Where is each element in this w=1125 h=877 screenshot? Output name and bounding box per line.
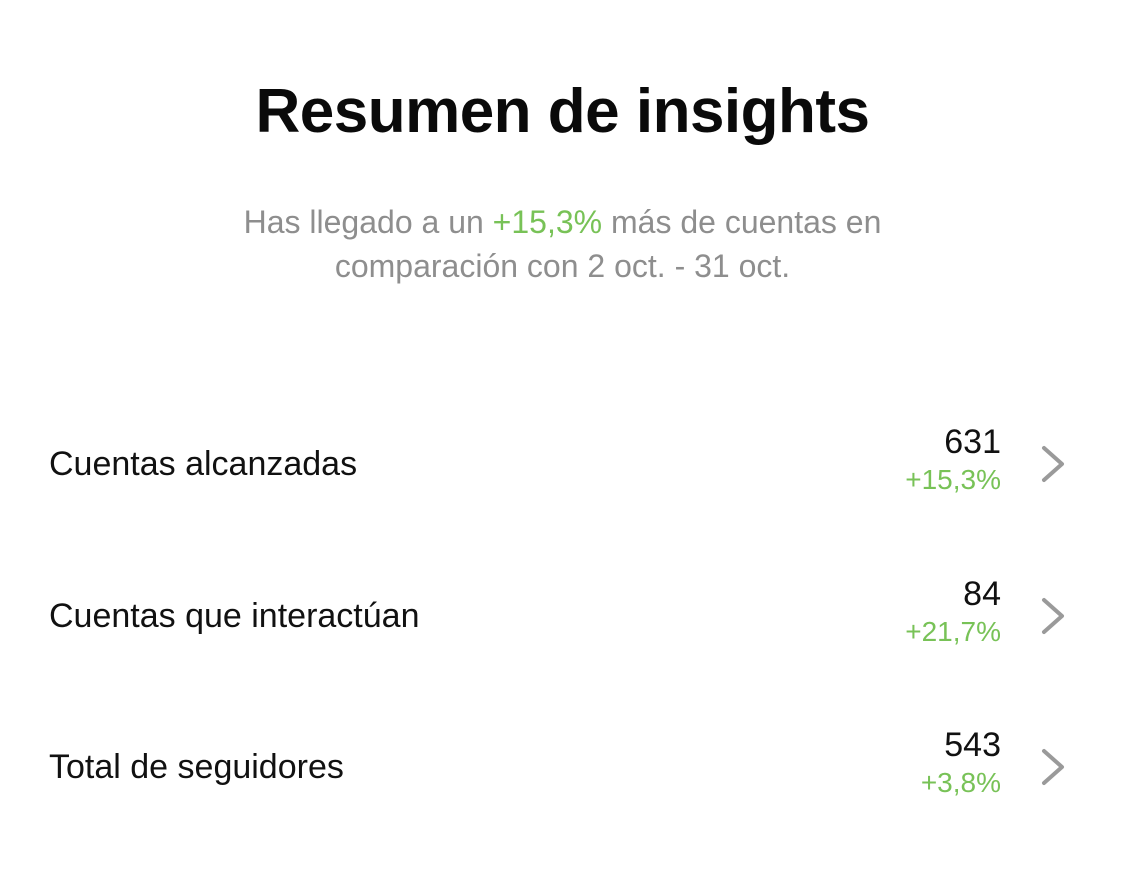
metric-label: Cuentas que interactúan	[49, 597, 420, 635]
summary-prefix: Has llegado a un	[243, 204, 493, 240]
metric-delta: +3,8%	[920, 767, 1001, 798]
summary-suffix: más de cuentas en	[602, 204, 882, 240]
page-title: Resumen de insights	[255, 77, 870, 146]
summary-comparison-period: comparación con 2 oct. - 31 oct.	[334, 248, 791, 284]
metric-label: Cuentas alcanzadas	[49, 445, 358, 483]
chevron-right-icon[interactable]	[1038, 596, 1068, 636]
chevron-right-icon[interactable]	[1038, 747, 1068, 787]
metric-value: 631	[944, 423, 1001, 461]
summary-highlight-percentage: +15,3%	[492, 204, 603, 240]
metric-value: 84	[963, 575, 1001, 613]
metric-row-total-de-seguidores[interactable]: Total de seguidores 543 +3,8%	[0, 723, 1125, 823]
metric-row-cuentas-alcanzadas[interactable]: Cuentas alcanzadas 631 +15,3%	[0, 420, 1125, 520]
metric-row-cuentas-que-interactuan[interactable]: Cuentas que interactúan 84 +21,7%	[0, 572, 1125, 672]
metric-value: 543	[944, 726, 1001, 764]
chevron-right-icon[interactable]	[1038, 444, 1068, 484]
metric-label: Total de seguidores	[49, 748, 344, 786]
metric-delta: +21,7%	[905, 616, 1001, 647]
metric-delta: +15,3%	[905, 464, 1001, 495]
summary-text: Has llegado a un +15,3% más de cuentas e…	[120, 200, 1005, 288]
